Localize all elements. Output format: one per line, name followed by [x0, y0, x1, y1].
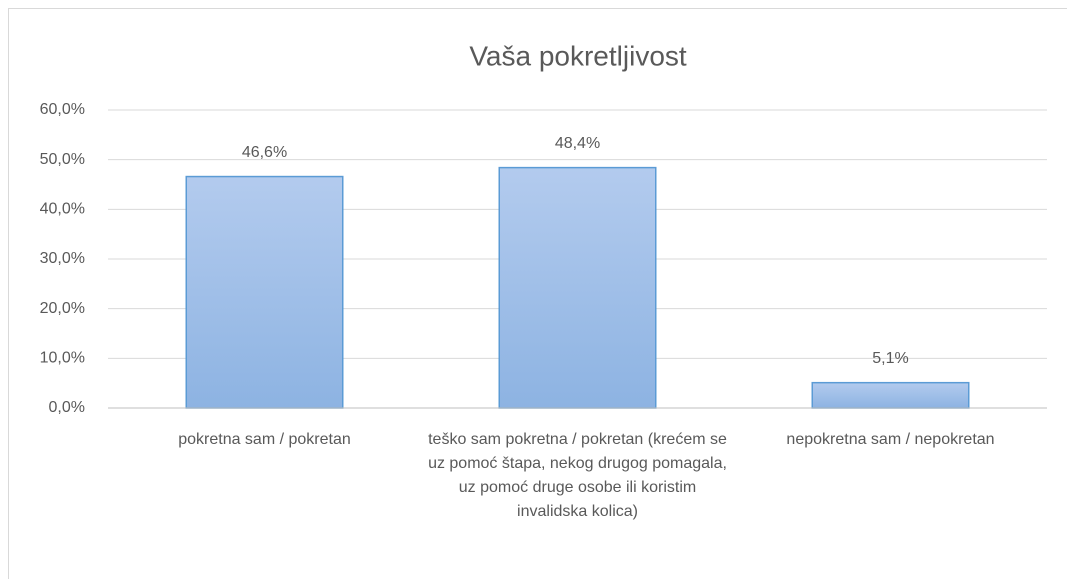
y-tick-label: 40,0%: [40, 201, 85, 218]
x-tick-label: pokretna sam / pokretan: [178, 431, 351, 448]
data-label: 46,6%: [242, 144, 287, 161]
y-tick-label: 60,0%: [40, 101, 85, 118]
bar: [811, 381, 970, 409]
y-tick-label: 0,0%: [49, 399, 85, 416]
y-tick-label: 50,0%: [40, 151, 85, 168]
y-tick-label: 10,0%: [40, 350, 85, 367]
x-tick-label: nepokretna sam / nepokretan: [786, 431, 995, 448]
chart-border: [8, 8, 1067, 579]
y-tick-label: 30,0%: [40, 250, 85, 267]
data-label: 48,4%: [555, 135, 600, 152]
x-tick-label: teško sam pokretna / pokretan (krećem se…: [428, 431, 727, 520]
y-tick-label: 20,0%: [40, 300, 85, 317]
bar: [185, 175, 344, 409]
bar: [498, 166, 657, 409]
data-label: 5,1%: [872, 350, 908, 367]
chart-title: Vaša pokretljivost: [469, 40, 687, 71]
